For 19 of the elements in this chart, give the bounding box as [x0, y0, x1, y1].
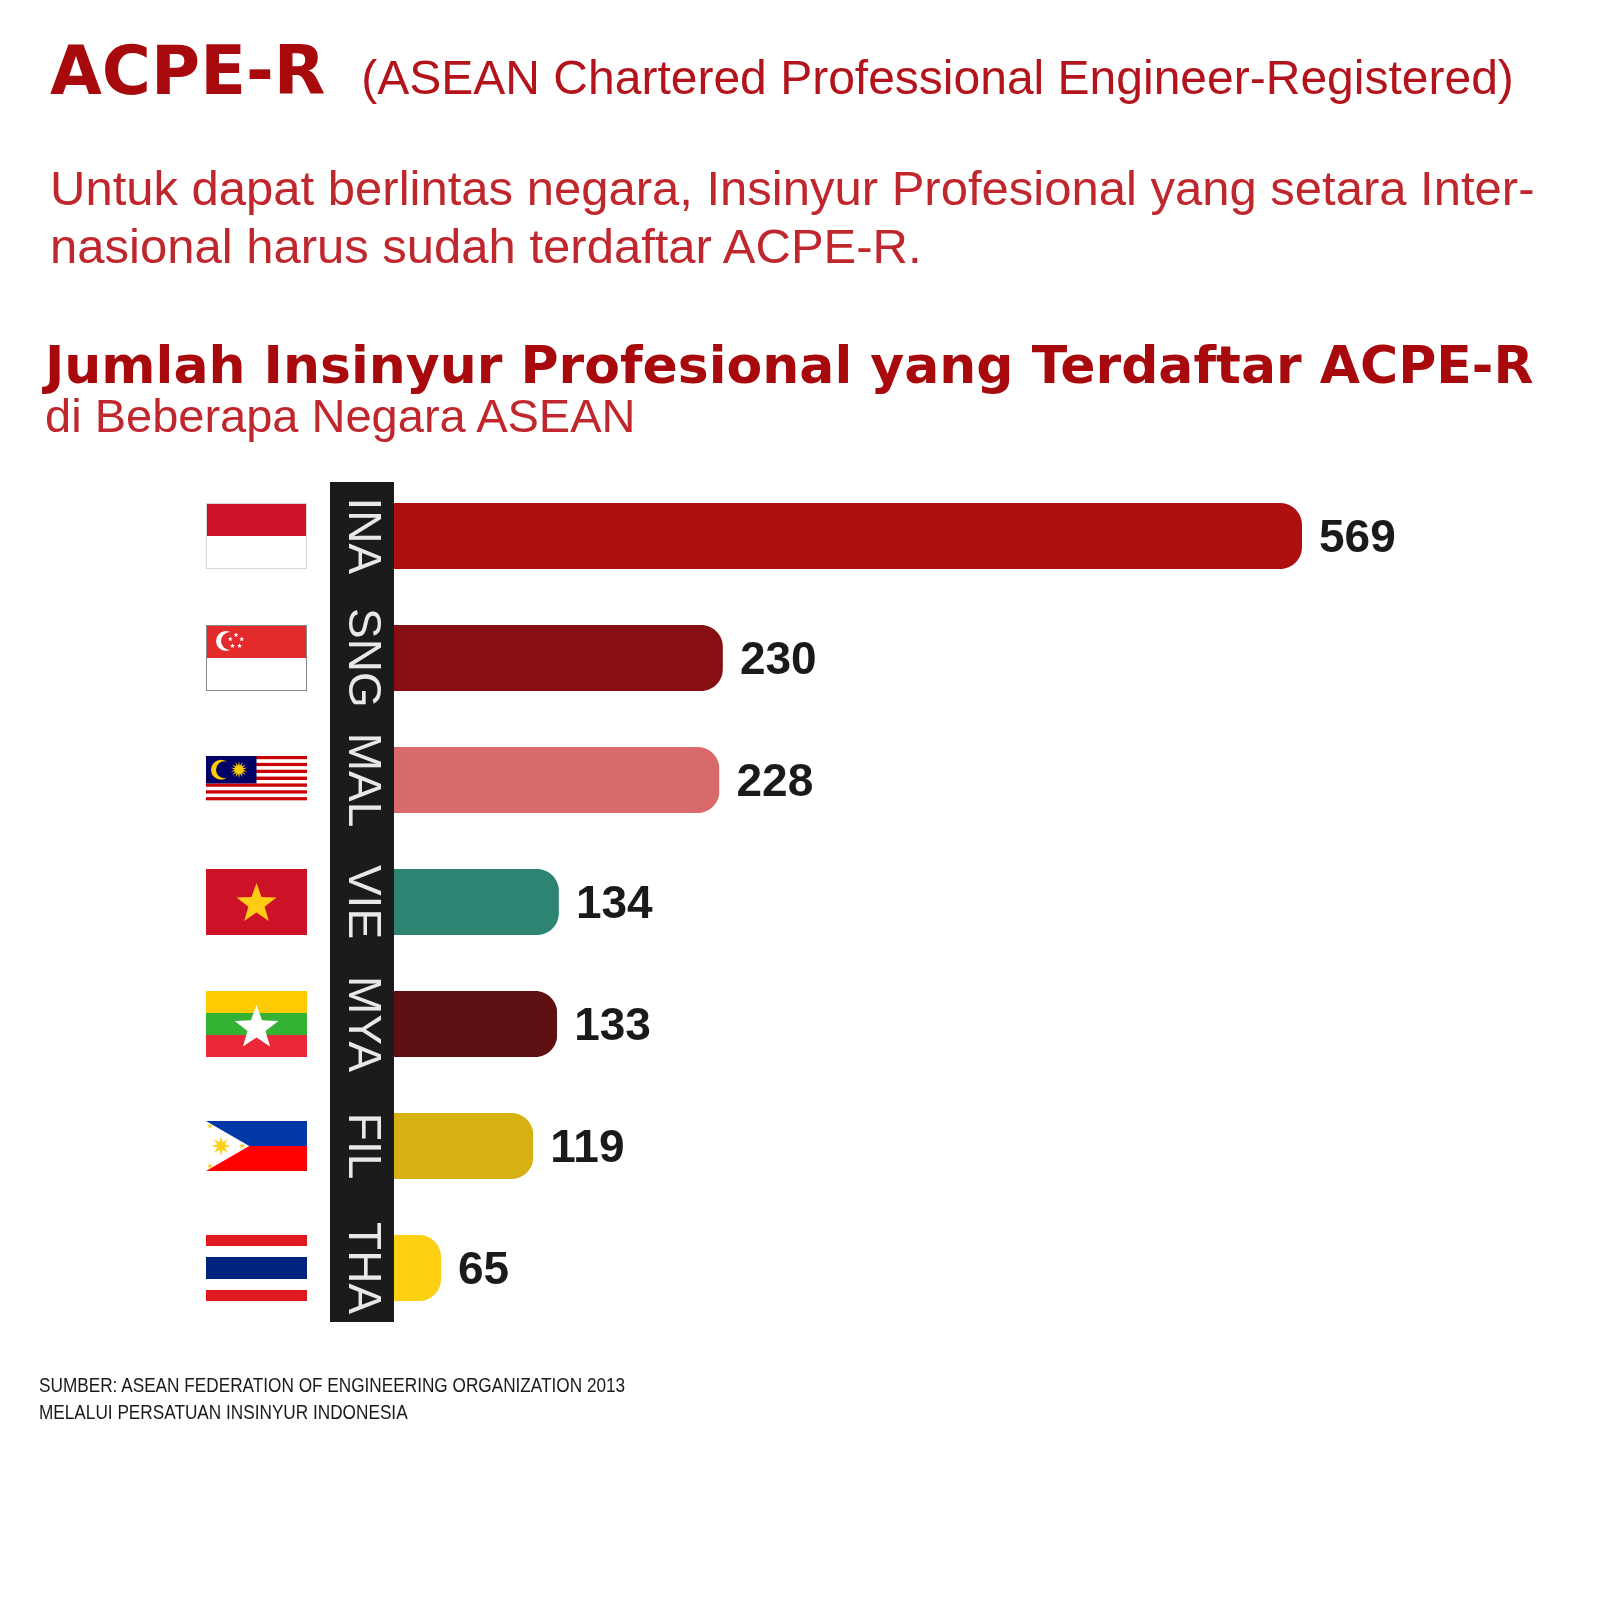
text: ACPE-R — [50, 32, 326, 110]
y-tick-label: INA — [338, 497, 391, 575]
y-tick-label: THA — [338, 1222, 391, 1315]
y-tick-label: MYA — [338, 975, 391, 1073]
y-tick-label: FIL — [338, 1112, 391, 1180]
text: SUMBER: ASEAN FEDERATION OF ENGINEERING ORGANIZATION 2013 — [39, 1373, 626, 1398]
data-label: 65 — [458, 1242, 510, 1295]
data-label: 119 — [550, 1120, 625, 1173]
text: (ASEAN Chartered Professional Engineer-Registered) — [361, 51, 1514, 104]
y-tick-label: VIE — [338, 864, 391, 940]
data-label: 569 — [1319, 509, 1396, 562]
data-label: 134 — [575, 876, 654, 928]
y-tick-label: MAL — [338, 732, 391, 828]
y-tick-label: SNG — [338, 608, 391, 708]
text: MELALUI PERSATUAN INSINYUR INDONESIA — [39, 1400, 409, 1425]
data-label: 230 — [739, 631, 817, 684]
data-label: 228 — [736, 753, 814, 806]
text: Untuk dapat berlintas negara, Insinyur Profesional yang setara Inter-nasional harus sudah terdaftar ACPE-R. — [50, 160, 1536, 275]
data-label: 133 — [574, 998, 651, 1051]
